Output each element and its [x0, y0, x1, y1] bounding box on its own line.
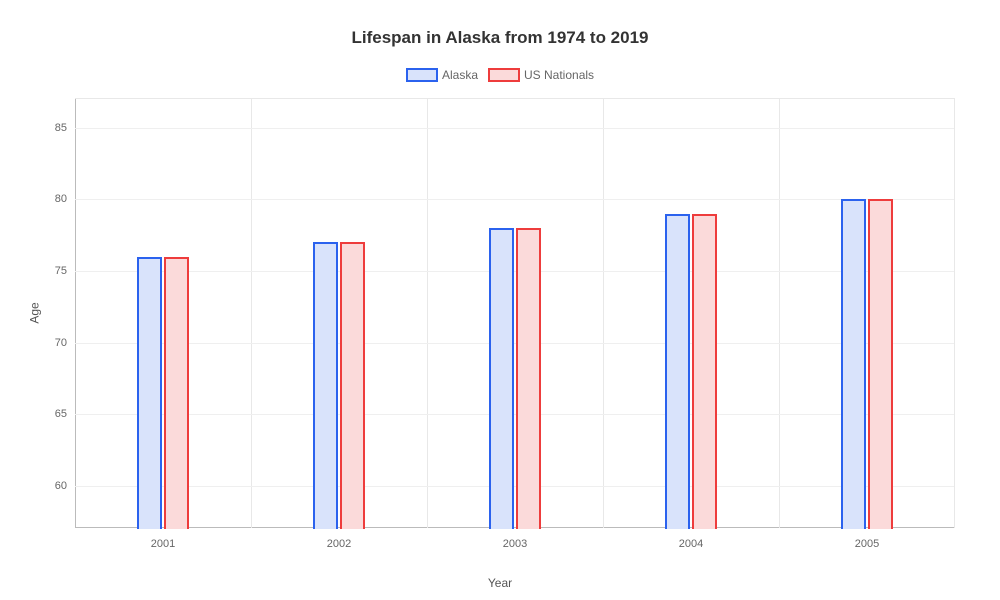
y-tick-label: 75 — [55, 265, 75, 277]
x-tick-label: 2001 — [151, 528, 175, 550]
bar-alaska — [665, 214, 690, 529]
grid-horizontal — [75, 128, 954, 129]
grid-vertical — [251, 99, 252, 528]
y-axis-line — [75, 99, 76, 528]
bar-alaska — [489, 228, 514, 529]
x-axis-title: Year — [0, 576, 1000, 590]
bar-us-nationals — [868, 199, 893, 529]
grid-vertical — [779, 99, 780, 528]
y-tick-label: 65 — [55, 408, 75, 420]
bar-alaska — [137, 257, 162, 529]
bar-us-nationals — [164, 257, 189, 529]
grid-vertical — [603, 99, 604, 528]
grid-horizontal — [75, 414, 954, 415]
legend: Alaska US Nationals — [0, 68, 1000, 82]
legend-item-us-nationals: US Nationals — [488, 68, 594, 82]
grid-horizontal — [75, 271, 954, 272]
bar-alaska — [313, 242, 338, 529]
plot-area: 60657075808520012002200320042005 — [75, 98, 955, 528]
x-tick-label: 2003 — [503, 528, 527, 550]
y-tick-label: 60 — [55, 480, 75, 492]
y-tick-label: 70 — [55, 337, 75, 349]
legend-swatch-alaska — [406, 68, 438, 82]
bar-us-nationals — [692, 214, 717, 529]
grid-horizontal — [75, 486, 954, 487]
x-tick-label: 2002 — [327, 528, 351, 550]
grid-vertical — [427, 99, 428, 528]
bar-alaska — [841, 199, 866, 529]
legend-label-alaska: Alaska — [442, 68, 478, 82]
grid-horizontal — [75, 199, 954, 200]
chart-container: Lifespan in Alaska from 1974 to 2019 Ala… — [0, 0, 1000, 600]
legend-item-alaska: Alaska — [406, 68, 478, 82]
y-tick-label: 80 — [55, 193, 75, 205]
bar-us-nationals — [340, 242, 365, 529]
bar-us-nationals — [516, 228, 541, 529]
y-tick-label: 85 — [55, 122, 75, 134]
legend-label-us-nationals: US Nationals — [524, 68, 594, 82]
x-tick-label: 2004 — [679, 528, 703, 550]
legend-swatch-us-nationals — [488, 68, 520, 82]
grid-horizontal — [75, 343, 954, 344]
chart-title: Lifespan in Alaska from 1974 to 2019 — [0, 28, 1000, 48]
y-axis-title: Age — [28, 302, 42, 323]
x-tick-label: 2005 — [855, 528, 879, 550]
